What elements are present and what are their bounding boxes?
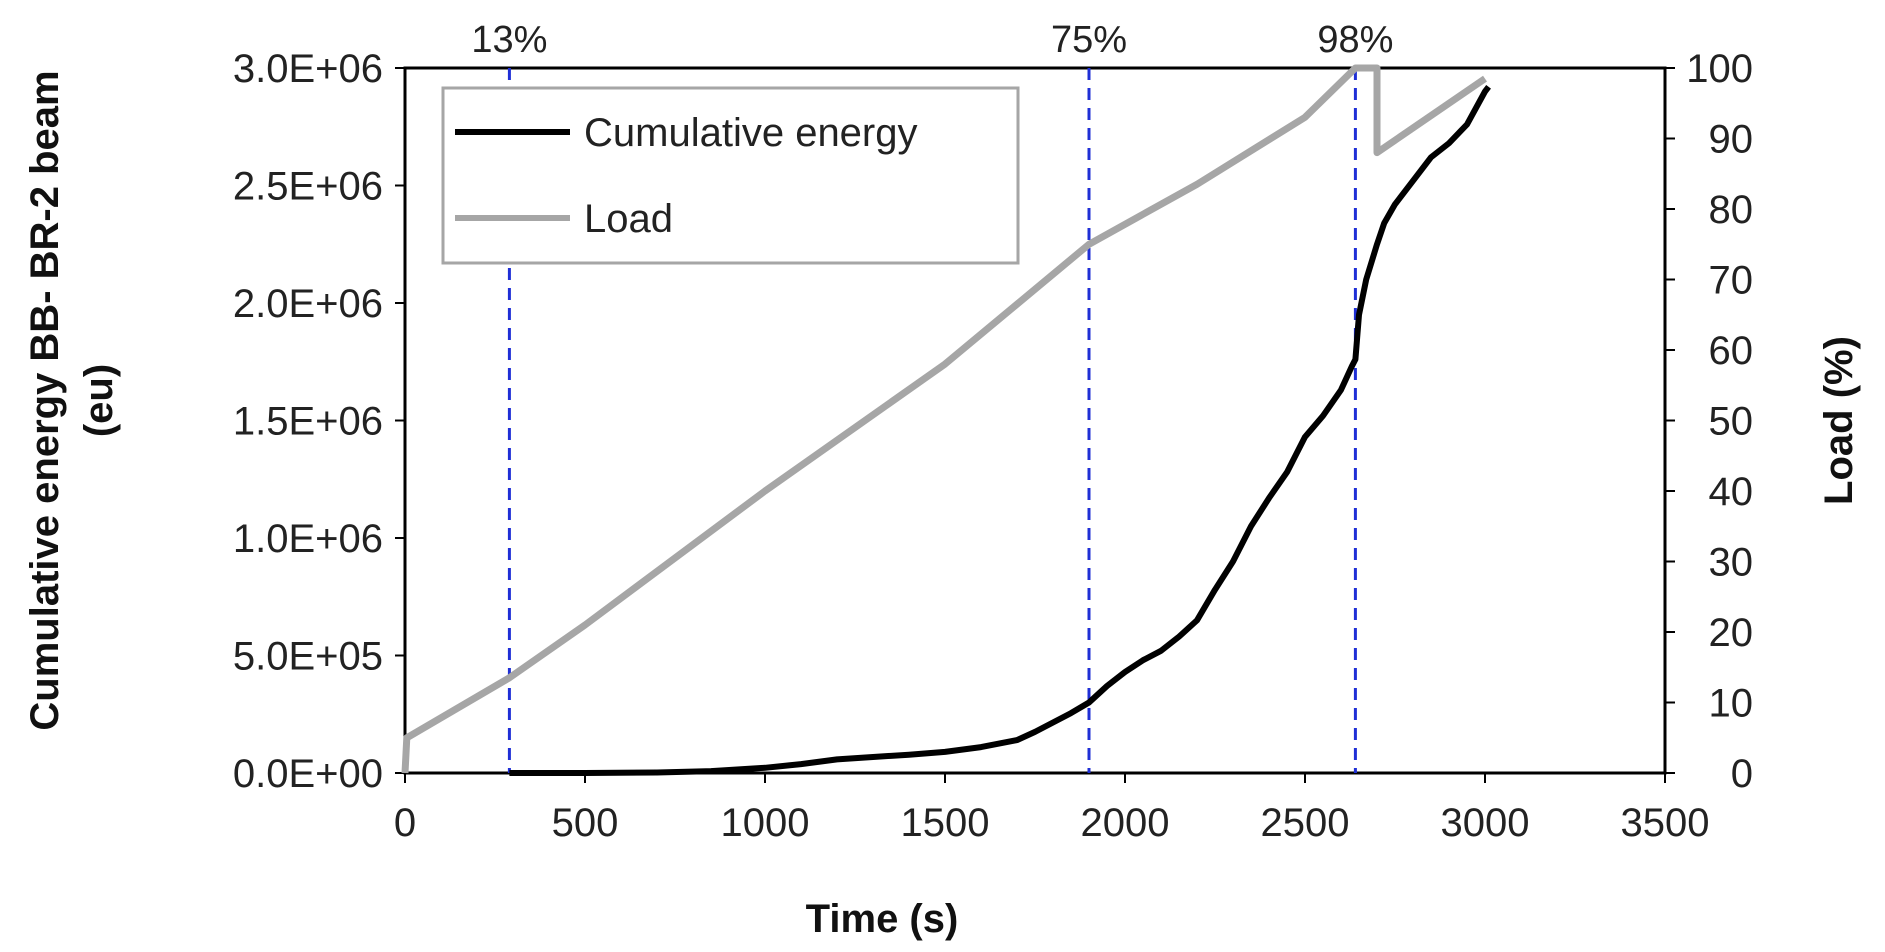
- x-axis-title: Time (s): [806, 897, 959, 941]
- series-line-cumulative-energy: [509, 84, 1491, 776]
- x-tick-label: 3000: [1441, 801, 1530, 845]
- series-lines: [401, 64, 1491, 776]
- y-left-tick-label: 1.0E+06: [233, 517, 383, 561]
- legend-label-load: Load: [584, 197, 673, 241]
- x-tick-label: 500: [552, 801, 619, 845]
- y-right-tick-label: 100: [1686, 47, 1753, 91]
- marker-label: 13%: [471, 19, 547, 61]
- marker-label: 75%: [1051, 19, 1127, 61]
- y-right-axis-ticks: 0 10 20 30 40 50 60 70 80 90 100: [1665, 47, 1753, 796]
- x-tick-label: 1000: [721, 801, 810, 845]
- y-left-axis-title-line-2: (eu): [77, 364, 121, 437]
- marker-lines: 13% 75% 98%: [471, 19, 1393, 773]
- y-left-axis-title: Cumulative energy BB- BR-2 beam: [23, 70, 67, 730]
- y-left-tick-label: 2.0E+06: [233, 282, 383, 326]
- y-right-tick-label: 0: [1731, 752, 1753, 796]
- series-line-load: [401, 64, 1487, 774]
- y-left-tick-label: 2.5E+06: [233, 165, 383, 209]
- y-left-axis-title-line-1: Cumulative energy BB- BR-2 beam: [23, 70, 67, 730]
- y-right-axis-title: Load (%): [1817, 336, 1861, 505]
- y-right-tick-label: 20: [1709, 611, 1754, 655]
- y-right-tick-label: 60: [1709, 329, 1754, 373]
- y-right-tick-label: 10: [1709, 682, 1754, 726]
- y-right-tick-label: 80: [1709, 188, 1754, 232]
- legend: Cumulative energy Load: [441, 86, 1020, 265]
- x-tick-label: 3500: [1621, 801, 1710, 845]
- y-left-tick-label: 1.5E+06: [233, 400, 383, 444]
- marker-label: 98%: [1317, 19, 1393, 61]
- y-right-tick-label: 40: [1709, 470, 1754, 514]
- x-tick-label: 1500: [901, 801, 990, 845]
- y-left-tick-label: 0.0E+00: [233, 752, 383, 796]
- x-tick-label: 2000: [1081, 801, 1170, 845]
- x-tick-label: 0: [394, 801, 416, 845]
- y-left-axis-ticks: 0.0E+00 5.0E+05 1.0E+06 1.5E+06 2.0E+06 2.5E+…: [233, 47, 405, 796]
- y-right-tick-label: 30: [1709, 541, 1754, 585]
- y-right-tick-label: 50: [1709, 400, 1754, 444]
- y-left-tick-label: 5.0E+05: [233, 635, 383, 679]
- y-right-tick-label: 70: [1709, 259, 1754, 303]
- x-tick-label: 2500: [1261, 801, 1350, 845]
- x-axis-ticks: 0 500 1000 1500 2000 2500 3000 3500: [394, 773, 1710, 845]
- legend-label-energy: Cumulative energy: [584, 111, 918, 155]
- y-right-tick-label: 90: [1709, 118, 1754, 162]
- y-left-tick-label: 3.0E+06: [233, 47, 383, 91]
- legend-box: [441, 86, 1020, 265]
